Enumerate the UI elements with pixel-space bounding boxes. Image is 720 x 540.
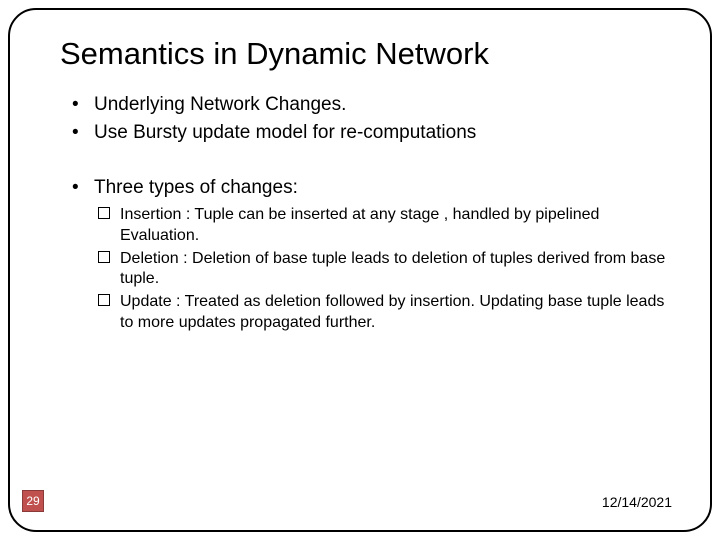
slide-title: Semantics in Dynamic Network (60, 36, 680, 72)
page-number-badge: 29 (22, 490, 44, 512)
sub-bullet-item: Insertion : Tuple can be inserted at any… (98, 205, 680, 247)
date-stamp: 12/14/2021 (602, 494, 672, 510)
spacer (60, 147, 680, 175)
checkbox-icon (98, 294, 110, 306)
bullet-item: Three types of changes: Insertion : Tupl… (72, 175, 680, 333)
slide-content: Semantics in Dynamic Network Underlying … (60, 36, 680, 336)
checkbox-icon (98, 207, 110, 219)
page-number-value: 29 (26, 494, 39, 508)
checkbox-icon (98, 251, 110, 263)
bullet-text: Three types of changes: (94, 177, 298, 198)
sub-bullet-text: Insertion : Tuple can be inserted at any… (120, 206, 599, 244)
bullet-item: Underlying Network Changes. (72, 92, 680, 118)
bullet-text: Underlying Network Changes. (94, 94, 346, 115)
sub-bullet-list: Insertion : Tuple can be inserted at any… (98, 205, 680, 334)
changes-bullet-list: Three types of changes: Insertion : Tupl… (72, 175, 680, 333)
top-bullet-list: Underlying Network Changes. Use Bursty u… (72, 92, 680, 145)
sub-bullet-text: Update : Treated as deletion followed by… (120, 293, 664, 331)
bullet-text: Use Bursty update model for re-computati… (94, 122, 476, 143)
sub-bullet-item: Deletion : Deletion of base tuple leads … (98, 249, 680, 291)
sub-bullet-text: Deletion : Deletion of base tuple leads … (120, 250, 665, 288)
bullet-item: Use Bursty update model for re-computati… (72, 120, 680, 146)
sub-bullet-item: Update : Treated as deletion followed by… (98, 292, 680, 334)
